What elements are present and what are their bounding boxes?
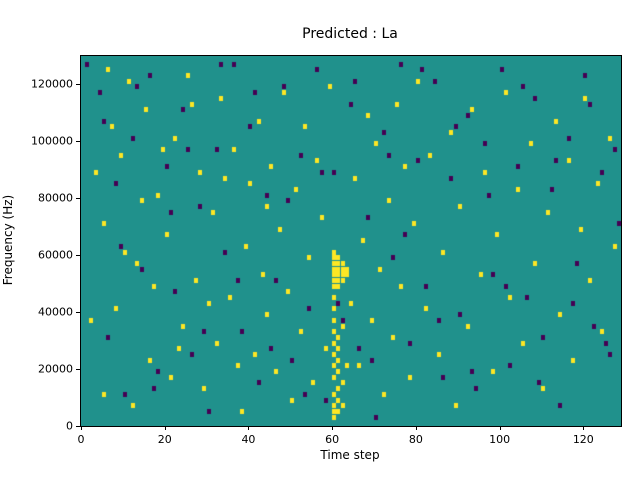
x-tick-mark <box>332 426 334 430</box>
y-tick-label: 80000 <box>38 191 73 205</box>
x-tick-mark <box>81 426 82 430</box>
y-tick-mark <box>76 312 80 314</box>
plot-area: 0 20 40 60 80 100 120 0 20000 40000 60000 80000 1000… <box>31 55 622 446</box>
y-tick-label: 100000 <box>31 134 73 148</box>
y-tick-mark <box>76 426 80 427</box>
y-tick-mark <box>76 255 80 257</box>
x-tick-label: 0 <box>77 433 85 446</box>
y-tick-label: 0 <box>66 419 73 433</box>
y-tick-mark <box>76 369 80 371</box>
x-tick-mark <box>415 426 417 430</box>
x-tick-label: 40 <box>241 433 256 446</box>
y-tick-mark <box>76 141 80 143</box>
heatmap-canvas <box>81 56 621 426</box>
x-tick-label: 80 <box>408 433 423 446</box>
chart-title: Predicted : La <box>302 26 398 42</box>
x-tick-label: 120 <box>572 433 594 446</box>
x-tick-mark <box>499 426 501 430</box>
x-tick-mark <box>248 426 250 430</box>
x-tick-label: 60 <box>325 433 340 446</box>
y-tick-mark <box>76 84 80 86</box>
y-tick-mark <box>76 198 80 200</box>
x-tick-mark <box>164 426 166 430</box>
x-axis-label: Time step <box>320 448 380 462</box>
x-tick-mark <box>583 426 585 430</box>
y-tick-label: 20000 <box>38 362 73 376</box>
y-axis-label: Frequency (Hz) <box>1 194 15 286</box>
y-tick-label: 120000 <box>31 77 73 91</box>
y-tick-label: 40000 <box>38 305 73 319</box>
y-tick-label: 60000 <box>38 248 73 262</box>
x-tick-label: 100 <box>489 433 511 446</box>
x-tick-label: 20 <box>157 433 172 446</box>
